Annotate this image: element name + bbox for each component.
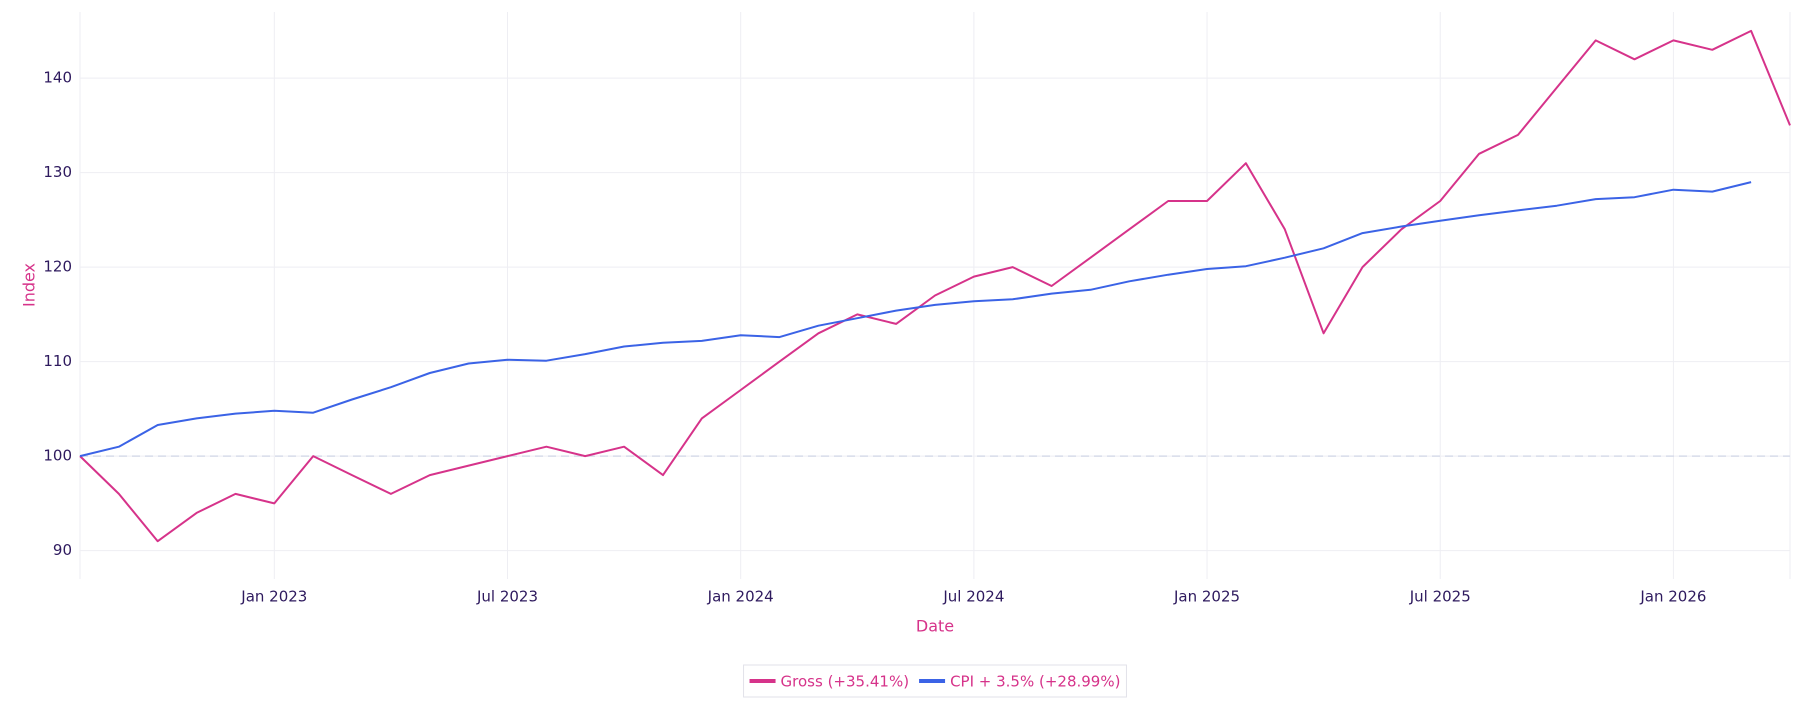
legend-label: CPI + 3.5% (+28.99%) <box>950 673 1120 691</box>
x-tick-label: Jul 2023 <box>476 588 538 606</box>
y-tick-label: 110 <box>43 352 72 370</box>
x-tick-label: Jan 2024 <box>707 588 774 606</box>
series-line <box>79 29 1791 543</box>
legend: Gross (+35.41%) CPI + 3.5% (+28.99%) <box>743 664 1127 698</box>
x-tick-label: Jan 2025 <box>1173 588 1240 606</box>
y-tick-label: 140 <box>43 69 72 87</box>
x-tick-label: Jan 2023 <box>240 588 307 606</box>
x-axis-title: Date <box>916 617 954 636</box>
series-line <box>79 181 1752 458</box>
y-tick-label: 120 <box>43 258 72 276</box>
y-tick-label: 130 <box>43 163 72 181</box>
y-tick-label: 90 <box>53 541 72 559</box>
x-tick-label: Jul 2025 <box>1409 588 1471 606</box>
x-tick-label: Jul 2024 <box>942 588 1004 606</box>
legend-label: Gross (+35.41%) <box>781 673 910 691</box>
x-tick-label: Jan 2026 <box>1639 588 1706 606</box>
y-tick-label: 100 <box>43 447 72 465</box>
y-axis-title: Index <box>20 263 39 307</box>
